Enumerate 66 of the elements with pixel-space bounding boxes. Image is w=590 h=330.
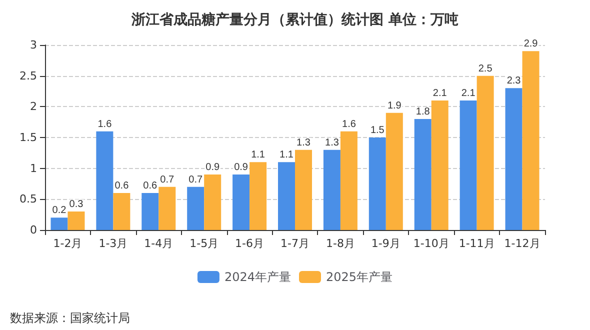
bar	[522, 51, 540, 230]
bar	[414, 119, 432, 230]
x-tick-label: 1-8月	[326, 237, 355, 250]
data-label: 1.6	[98, 118, 112, 130]
data-label: 0.2	[52, 205, 67, 216]
data-label: 0.7	[188, 174, 203, 186]
data-label: 1.3	[296, 137, 311, 148]
bar	[232, 174, 250, 230]
data-label: 1.3	[325, 137, 340, 148]
y-tick-label: 0	[30, 224, 37, 236]
y-tick-label: 3	[30, 38, 37, 52]
bar	[386, 112, 403, 230]
bar	[68, 212, 85, 230]
bar	[250, 162, 267, 230]
x-tick-label: 1-4月	[144, 237, 174, 250]
bar	[295, 150, 312, 230]
y-tick-label: 2.5	[20, 69, 37, 82]
y-tick-label: 2	[30, 100, 37, 114]
data-label: 1.9	[387, 100, 402, 112]
bar	[96, 131, 114, 230]
y-tick-label: 1.5	[20, 131, 37, 144]
data-label: 2.1	[432, 88, 448, 99]
x-tick-label: 1-5月	[190, 237, 219, 250]
bar	[187, 186, 204, 230]
data-label: 2.9	[524, 38, 538, 50]
data-label: 1.6	[342, 118, 356, 130]
bar	[204, 174, 222, 230]
bar	[142, 193, 159, 230]
y-tick-label: 0.5	[20, 192, 37, 206]
data-label: 0.9	[206, 162, 220, 173]
data-label: 2.5	[478, 63, 493, 74]
chart-title: 浙江省成品糖产量分月（累计值）统计图 单位：万吨	[130, 11, 458, 28]
data-label: 1.1	[251, 150, 266, 161]
bar	[323, 150, 340, 230]
bar	[368, 138, 386, 230]
bar	[340, 131, 358, 230]
y-tick-label: 1	[30, 162, 37, 175]
data-label: 0.7	[160, 174, 175, 186]
x-tick-label: 1-2月	[53, 237, 82, 250]
bar	[158, 186, 176, 230]
bar	[278, 162, 295, 230]
data-label: 1.5	[370, 125, 385, 136]
x-tick-label: 1-12月	[504, 237, 540, 250]
x-tick-label: 1-7月	[280, 237, 310, 250]
bar	[431, 100, 448, 230]
data-label: 2.1	[461, 88, 476, 99]
x-tick-label: 1-11月	[458, 237, 495, 250]
bar	[460, 100, 477, 230]
x-tick-label: 1-6月	[235, 237, 264, 250]
data-label: 0.9	[234, 162, 248, 173]
data-label: 1.1	[280, 150, 294, 161]
data-label: 0.3	[69, 199, 84, 210]
data-label: 0.6	[143, 180, 158, 192]
legend-label: 2025年产量	[326, 270, 393, 284]
source-note: 数据来源：国家统计局	[10, 311, 130, 325]
x-tick-label: 1-10月	[413, 237, 450, 250]
x-tick-label: 1-3月	[98, 237, 128, 250]
x-tick-label: 1-9月	[371, 237, 400, 250]
data-label: 0.6	[114, 180, 130, 192]
bar	[505, 88, 522, 230]
data-label: 2.3	[506, 76, 522, 87]
data-label: 1.8	[416, 106, 430, 118]
bar	[113, 193, 130, 230]
bar	[476, 76, 494, 230]
legend-label: 2024年产量	[224, 270, 292, 284]
bar	[50, 218, 68, 230]
